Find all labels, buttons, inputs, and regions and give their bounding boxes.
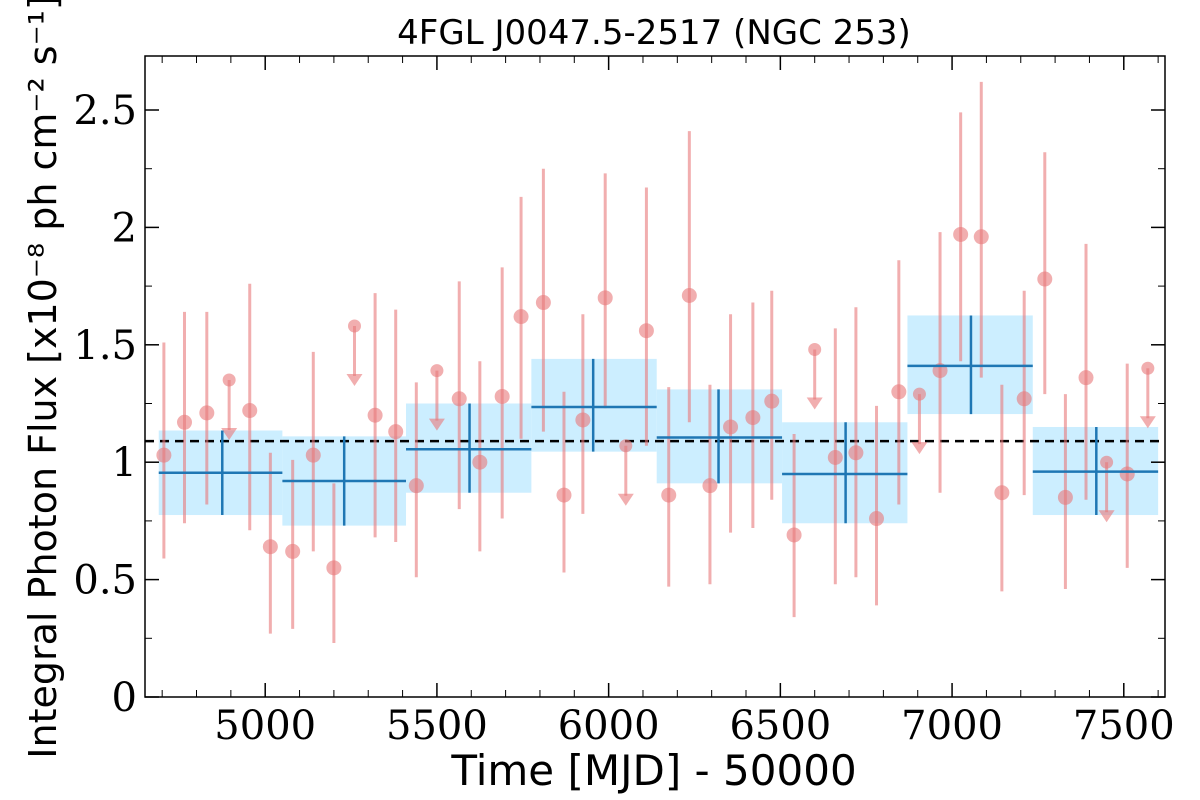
y-tick-label: 0.5 bbox=[73, 558, 137, 604]
short-bin-point bbox=[1057, 489, 1073, 505]
upper-limit-marker bbox=[912, 387, 926, 401]
short-bin-point bbox=[786, 527, 802, 543]
short-bin-point bbox=[848, 445, 864, 461]
upper-limit-marker bbox=[1100, 455, 1114, 469]
short-bin-point bbox=[1078, 370, 1094, 386]
y-tick-label: 2.5 bbox=[73, 88, 137, 134]
short-bin-point bbox=[176, 414, 192, 430]
short-bin-point bbox=[869, 511, 885, 527]
upper-limit-marker bbox=[347, 319, 361, 333]
y-tick-label: 1 bbox=[112, 440, 137, 486]
y-tick-label: 0 bbox=[112, 675, 137, 721]
short-bin-point bbox=[994, 485, 1010, 501]
short-bin-point bbox=[1119, 466, 1135, 482]
short-bin-point bbox=[472, 454, 488, 470]
short-bin-point bbox=[1037, 271, 1053, 287]
short-bin-point bbox=[973, 229, 989, 245]
axis-ticks: 5000 5500 6000 6500 7000 7500 0 0.5 1 1.5 2 2.5 bbox=[73, 56, 1175, 749]
upper-limit-marker bbox=[808, 342, 822, 356]
chart-title: 4FGL J0047.5-2517 (NGC 253) bbox=[397, 13, 911, 53]
short-bin-point bbox=[891, 384, 907, 400]
short-bin-point bbox=[723, 419, 739, 435]
short-bin-point bbox=[575, 412, 591, 428]
upper-limit-marker bbox=[619, 439, 633, 453]
plot-area bbox=[145, 81, 1165, 643]
short-bin-point bbox=[556, 487, 572, 503]
short-bin-point bbox=[367, 407, 383, 423]
short-bin-point bbox=[1016, 391, 1032, 407]
short-bin-point bbox=[408, 478, 424, 494]
y-tick-label: 1.5 bbox=[73, 323, 137, 369]
x-tick-label: 6000 bbox=[558, 703, 660, 749]
short-bin-point bbox=[262, 539, 278, 555]
short-bin-point bbox=[388, 424, 404, 440]
short-bin-point bbox=[305, 447, 321, 463]
short-bin-point bbox=[285, 543, 301, 559]
upper-limit-arrow bbox=[221, 428, 238, 441]
short-bin-point bbox=[494, 388, 510, 404]
axes-frame bbox=[144, 55, 1166, 698]
short-bin-point bbox=[535, 295, 551, 311]
upper-limit-arrow bbox=[911, 442, 928, 455]
short-bin-point bbox=[764, 393, 780, 409]
x-tick-label: 7500 bbox=[1073, 703, 1175, 749]
short-bin-point bbox=[953, 226, 969, 242]
short-bin-point bbox=[199, 405, 215, 421]
x-tick-label: 7000 bbox=[901, 703, 1003, 749]
upper-limit-arrow bbox=[617, 493, 634, 506]
short-bin-point bbox=[326, 560, 342, 576]
x-axis-label: Time [MJD] - 50000 bbox=[450, 746, 856, 795]
short-bin-point bbox=[702, 478, 718, 494]
x-tick-label: 6500 bbox=[729, 703, 831, 749]
upper-limit-arrow bbox=[428, 418, 445, 431]
upper-limit-arrow bbox=[1139, 416, 1156, 429]
upper-limit-arrow bbox=[806, 397, 823, 410]
upper-limit-marker bbox=[430, 364, 444, 378]
y-axis-label: Integral Photon Flux [x10⁻⁸ ph cm⁻² s⁻¹] bbox=[21, 0, 65, 759]
upper-limit-arrow bbox=[346, 374, 363, 387]
short-bin-point bbox=[513, 309, 529, 325]
upper-limit-arrow bbox=[1098, 510, 1115, 523]
upper-limit-marker bbox=[222, 373, 236, 387]
y-tick-label: 2 bbox=[112, 205, 137, 251]
upper-limit-marker bbox=[1141, 361, 1155, 375]
short-bin-point bbox=[827, 450, 843, 466]
short-bin-point bbox=[661, 487, 677, 503]
x-tick-label: 5000 bbox=[214, 703, 316, 749]
short-bin-point bbox=[156, 447, 172, 463]
short-bin-point bbox=[597, 290, 613, 306]
short-bin-point bbox=[451, 391, 467, 407]
short-bin-point bbox=[242, 403, 258, 419]
x-tick-label: 5500 bbox=[386, 703, 488, 749]
short-bin-point bbox=[638, 323, 654, 339]
short-bin-point bbox=[681, 287, 697, 303]
short-bin-point bbox=[745, 410, 761, 426]
